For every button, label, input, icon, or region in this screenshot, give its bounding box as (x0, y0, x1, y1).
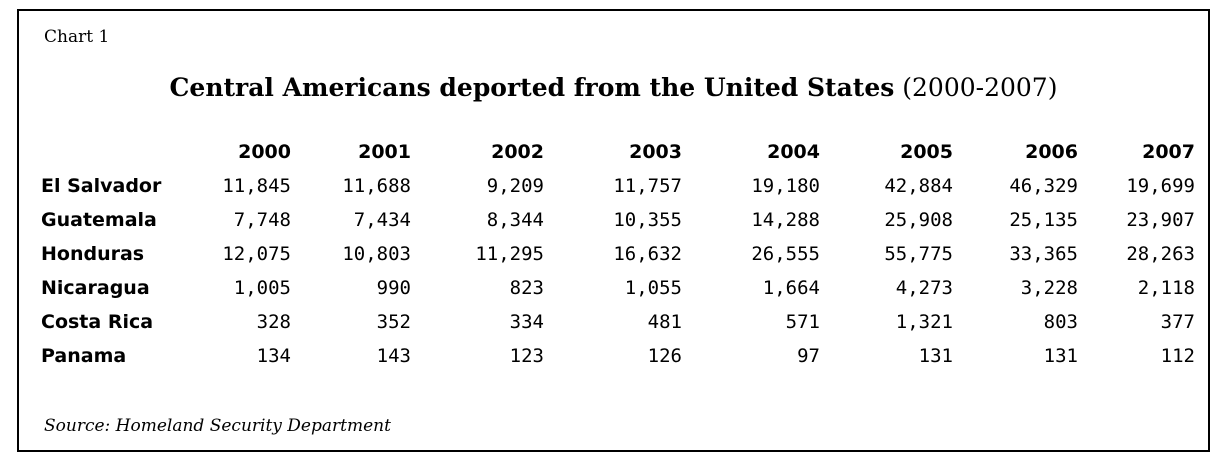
table-cell: 26,555 (751, 243, 820, 265)
chart-title: Central Americans deported from the Unit… (19, 73, 1208, 102)
table-cell: 33,365 (1009, 243, 1078, 265)
header-row: 2000 2001 2002 2003 2004 2005 2006 2007 (41, 135, 1195, 169)
table-cell: 11,688 (342, 175, 411, 197)
column-header: 2002 (491, 141, 544, 163)
row-label: Panama (41, 345, 127, 367)
table-cell: 23,907 (1126, 209, 1195, 231)
table-cell: 803 (1043, 311, 1078, 333)
column-header: 2007 (1142, 141, 1195, 163)
table-row: Panama 134 143 123 126 97 131 131 112 (41, 339, 1195, 373)
chart-title-years: (2000-2007) (902, 73, 1058, 102)
row-label: Costa Rica (41, 311, 154, 333)
column-header: 2003 (629, 141, 682, 163)
table-cell: 25,908 (884, 209, 953, 231)
column-header: 2005 (900, 141, 953, 163)
table-cell: 11,757 (613, 175, 682, 197)
table-cell: 990 (376, 277, 411, 299)
header-corner (41, 135, 171, 169)
table-cell: 1,005 (233, 277, 291, 299)
table-body: El Salvador 11,845 11,688 9,209 11,757 19,180… (41, 169, 1195, 373)
data-table: 2000 2001 2002 2003 2004 2005 2006 2007 … (41, 135, 1195, 373)
table-cell: 123 (509, 345, 544, 367)
column-header: 2001 (358, 141, 411, 163)
table-cell: 131 (1043, 345, 1078, 367)
table-cell: 571 (785, 311, 820, 333)
table-cell: 8,344 (486, 209, 544, 231)
row-label: El Salvador (41, 175, 162, 197)
table-cell: 9,209 (486, 175, 544, 197)
chart-frame: Chart 1 Central Americans deported from … (17, 9, 1210, 452)
table-row: Nicaragua 1,005 990 823 1,055 1,664 4,273 3,228… (41, 271, 1195, 305)
table-cell: 12,075 (222, 243, 291, 265)
table-cell: 352 (376, 311, 411, 333)
table-cell: 25,135 (1009, 209, 1078, 231)
table-cell: 10,803 (342, 243, 411, 265)
table-cell: 55,775 (884, 243, 953, 265)
column-header: 2006 (1025, 141, 1078, 163)
table-cell: 1,055 (624, 277, 682, 299)
table-row: Costa Rica 328 352 334 481 571 1,321 803 377 (41, 305, 1195, 339)
table-cell: 126 (647, 345, 682, 367)
table-row: Guatemala 7,748 7,434 8,344 10,355 14,288 25,9… (41, 203, 1195, 237)
table-cell: 28,263 (1126, 243, 1195, 265)
row-label: Nicaragua (41, 277, 150, 299)
table-cell: 328 (256, 311, 291, 333)
table-cell: 1,664 (762, 277, 820, 299)
table-cell: 823 (509, 277, 544, 299)
column-header: 2004 (767, 141, 820, 163)
table-cell: 2,118 (1137, 277, 1195, 299)
table-cell: 7,748 (233, 209, 291, 231)
table-cell: 377 (1160, 311, 1195, 333)
table-cell: 4,273 (895, 277, 953, 299)
table-cell: 19,180 (751, 175, 820, 197)
table-cell: 1,321 (895, 311, 953, 333)
column-header: 2000 (238, 141, 291, 163)
table-cell: 14,288 (751, 209, 820, 231)
chart-title-main: Central Americans deported from the Unit… (169, 73, 895, 102)
table-cell: 11,295 (475, 243, 544, 265)
table-row: El Salvador 11,845 11,688 9,209 11,757 19,180… (41, 169, 1195, 203)
row-label: Honduras (41, 243, 145, 265)
table-cell: 143 (376, 345, 411, 367)
table-cell: 334 (509, 311, 544, 333)
table-cell: 16,632 (613, 243, 682, 265)
table-cell: 10,355 (613, 209, 682, 231)
source-note: Source: Homeland Security Department (44, 416, 391, 436)
chart-label: Chart 1 (44, 27, 110, 47)
table-cell: 7,434 (353, 209, 411, 231)
table-row: Honduras 12,075 10,803 11,295 16,632 26,555 55… (41, 237, 1195, 271)
table-cell: 19,699 (1126, 175, 1195, 197)
table-cell: 112 (1160, 345, 1195, 367)
table-cell: 46,329 (1009, 175, 1078, 197)
table-cell: 97 (797, 345, 820, 367)
table-cell: 134 (256, 345, 291, 367)
row-label: Guatemala (41, 209, 157, 231)
table-cell: 3,228 (1020, 277, 1078, 299)
table-cell: 11,845 (222, 175, 291, 197)
table-cell: 131 (918, 345, 953, 367)
table-cell: 42,884 (884, 175, 953, 197)
table-cell: 481 (647, 311, 682, 333)
